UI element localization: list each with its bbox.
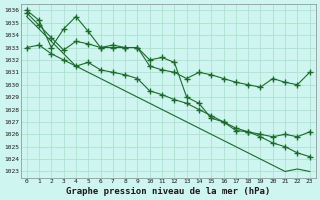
X-axis label: Graphe pression niveau de la mer (hPa): Graphe pression niveau de la mer (hPa) xyxy=(66,187,270,196)
